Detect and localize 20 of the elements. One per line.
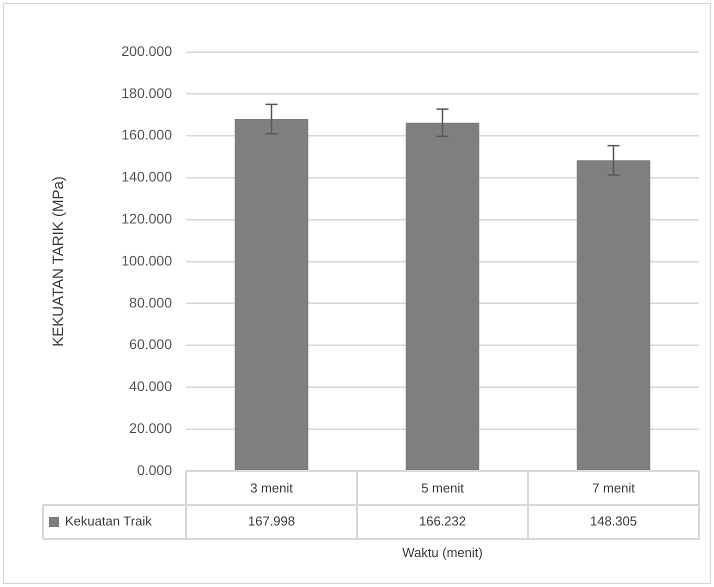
y-tick-label: 120.000: [121, 210, 172, 226]
data-label: 167.998: [248, 514, 295, 529]
y-tick-label: 60.000: [129, 336, 172, 352]
data-label: 148.305: [590, 514, 637, 529]
y-tick-label: 40.000: [129, 378, 172, 394]
x-tick-label: 7 menit: [592, 480, 636, 496]
y-tick-label: 100.000: [121, 252, 172, 268]
y-tick-label: 160.000: [121, 126, 172, 143]
y-tick-label: 80.000: [129, 294, 172, 310]
x-tick-label: 3 menit: [250, 480, 294, 496]
y-axis-title: KEKUATAN TARIK (MPa): [50, 176, 68, 347]
y-tick-label: 20.000: [129, 420, 172, 436]
y-tick-label: 180.000: [121, 84, 172, 101]
data-label: 166.232: [419, 514, 466, 529]
y-tick-label: 0.000: [136, 462, 172, 478]
legend-label: Kekuatan Traik: [65, 514, 152, 529]
x-axis-title: Waktu (menit): [402, 544, 483, 560]
y-tick-label: 140.000: [121, 168, 172, 185]
x-tick-label: 5 menit: [421, 480, 464, 496]
y-tick-label: 200.000: [121, 42, 172, 59]
